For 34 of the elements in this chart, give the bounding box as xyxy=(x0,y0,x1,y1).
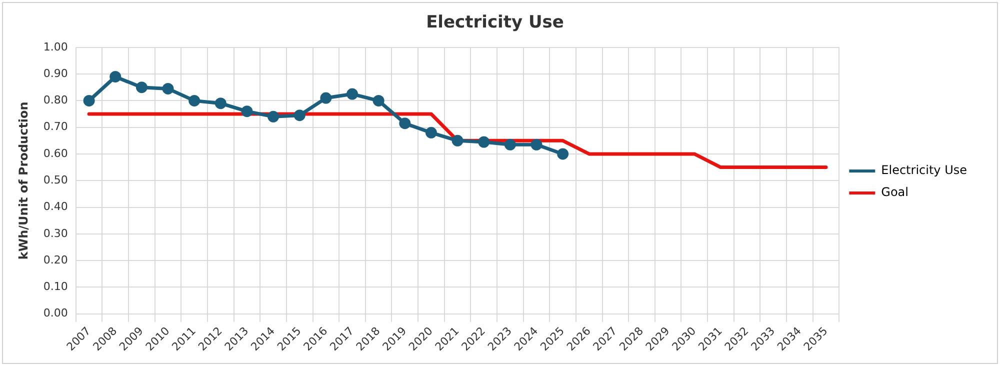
point xyxy=(399,118,411,130)
point xyxy=(478,136,490,148)
point xyxy=(241,106,253,118)
legend-label: Electricity Use xyxy=(881,163,968,178)
point xyxy=(214,98,226,110)
point xyxy=(83,94,95,106)
y-tick-label: 0.90 xyxy=(43,66,68,80)
y-tick-label: 0.30 xyxy=(43,226,68,240)
y-tick-label: 0.40 xyxy=(43,200,68,214)
point xyxy=(557,148,569,160)
point xyxy=(162,82,174,94)
y-tick-label: 0.80 xyxy=(43,94,68,107)
point xyxy=(425,126,437,138)
point xyxy=(136,82,148,94)
y-tick-label: 0.60 xyxy=(43,146,68,160)
point xyxy=(110,70,122,82)
y-tick-label: 0.50 xyxy=(43,173,68,186)
point xyxy=(346,88,358,100)
point xyxy=(530,138,542,150)
y-tick-label: 0.20 xyxy=(43,253,68,266)
point xyxy=(294,110,306,122)
point xyxy=(188,94,200,106)
chart-title: Electricity Use xyxy=(426,12,564,33)
y-tick-label: 1.00 xyxy=(43,40,68,54)
point xyxy=(504,138,516,150)
point xyxy=(268,110,280,122)
y-axis-title: kWh/Unit of Production xyxy=(16,102,30,260)
y-tick-label: 0.00 xyxy=(43,306,68,320)
point xyxy=(452,134,464,146)
point xyxy=(372,94,384,106)
legend-label: Goal xyxy=(881,185,908,200)
y-tick-label: 0.10 xyxy=(43,280,68,294)
point xyxy=(320,92,332,104)
y-tick-label: 0.70 xyxy=(43,120,68,134)
